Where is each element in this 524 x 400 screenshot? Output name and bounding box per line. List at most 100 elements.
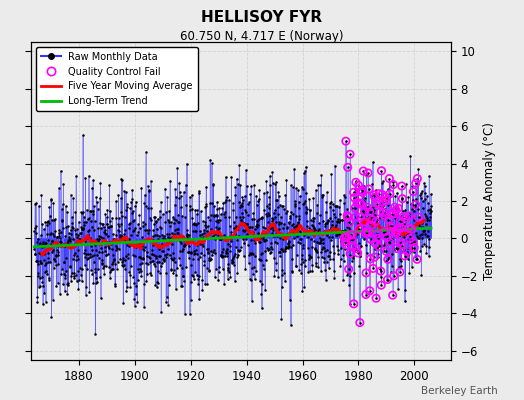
Y-axis label: Temperature Anomaly (°C): Temperature Anomaly (°C) xyxy=(483,122,496,280)
Point xyxy=(344,214,352,220)
Point xyxy=(357,201,365,207)
Point xyxy=(397,225,405,231)
Point xyxy=(352,179,360,186)
Point xyxy=(374,235,382,242)
Text: 60.750 N, 4.717 E (Norway): 60.750 N, 4.717 E (Norway) xyxy=(180,30,344,43)
Point xyxy=(363,204,372,210)
Point xyxy=(357,188,366,195)
Point xyxy=(369,265,377,272)
Point xyxy=(373,231,381,237)
Point xyxy=(346,232,355,238)
Point xyxy=(375,190,384,197)
Point xyxy=(364,170,372,176)
Point xyxy=(386,223,395,229)
Point xyxy=(399,214,407,220)
Point xyxy=(359,168,367,174)
Point xyxy=(367,222,376,228)
Text: HELLISOY FYR: HELLISOY FYR xyxy=(201,10,323,25)
Point xyxy=(377,268,385,274)
Point xyxy=(395,224,403,231)
Point xyxy=(358,187,366,193)
Point xyxy=(381,194,390,200)
Point xyxy=(361,230,369,236)
Point xyxy=(344,266,353,272)
Point xyxy=(410,244,419,251)
Point xyxy=(364,229,373,235)
Point xyxy=(409,188,418,195)
Point xyxy=(379,209,388,216)
Point xyxy=(370,254,379,260)
Point xyxy=(396,269,404,275)
Point xyxy=(373,200,381,207)
Point xyxy=(387,228,396,235)
Point xyxy=(367,236,375,243)
Point xyxy=(411,202,420,208)
Point xyxy=(386,191,394,197)
Point xyxy=(409,239,417,245)
Point xyxy=(405,213,413,219)
Point xyxy=(414,214,423,220)
Point xyxy=(365,186,373,192)
Point xyxy=(413,256,421,262)
Point xyxy=(384,217,392,223)
Point xyxy=(352,246,361,252)
Point xyxy=(372,295,380,302)
Point xyxy=(344,164,352,170)
Point xyxy=(392,245,401,252)
Point xyxy=(350,194,358,201)
Point xyxy=(343,212,352,219)
Point xyxy=(380,228,388,235)
Point xyxy=(351,205,359,211)
Point xyxy=(342,242,350,248)
Point xyxy=(355,226,363,232)
Point xyxy=(362,270,370,276)
Point xyxy=(347,232,356,238)
Point xyxy=(396,218,405,224)
Legend: Raw Monthly Data, Quality Control Fail, Five Year Moving Average, Long-Term Tren: Raw Monthly Data, Quality Control Fail, … xyxy=(36,47,198,111)
Point xyxy=(361,208,369,214)
Point xyxy=(356,214,365,220)
Point xyxy=(385,175,394,182)
Point xyxy=(365,208,374,215)
Point xyxy=(398,183,406,189)
Point xyxy=(394,227,402,233)
Point xyxy=(350,301,358,307)
Point xyxy=(383,234,391,241)
Point xyxy=(391,229,400,235)
Point xyxy=(388,211,396,217)
Point xyxy=(398,196,407,202)
Point xyxy=(348,242,357,249)
Point xyxy=(360,219,368,225)
Point xyxy=(394,205,402,212)
Point xyxy=(340,235,348,241)
Point xyxy=(353,200,361,206)
Point xyxy=(390,210,398,217)
Point xyxy=(391,207,400,214)
Point xyxy=(362,291,370,298)
Point xyxy=(352,214,360,220)
Point xyxy=(348,237,356,243)
Point xyxy=(346,250,354,257)
Point xyxy=(345,219,354,226)
Text: Berkeley Earth: Berkeley Earth xyxy=(421,386,498,396)
Point xyxy=(358,189,367,196)
Point xyxy=(406,236,414,242)
Point xyxy=(389,181,398,188)
Point xyxy=(342,234,351,240)
Point xyxy=(375,243,383,250)
Point xyxy=(375,202,384,208)
Point xyxy=(384,276,392,283)
Point xyxy=(379,199,387,205)
Point xyxy=(377,168,386,174)
Point xyxy=(350,189,358,196)
Point xyxy=(341,239,350,245)
Point xyxy=(356,200,364,206)
Point xyxy=(392,230,400,237)
Point xyxy=(398,241,406,248)
Point xyxy=(366,256,375,262)
Point xyxy=(381,212,389,218)
Point xyxy=(384,256,392,263)
Point xyxy=(390,273,398,279)
Point xyxy=(363,228,371,235)
Point xyxy=(390,204,399,210)
